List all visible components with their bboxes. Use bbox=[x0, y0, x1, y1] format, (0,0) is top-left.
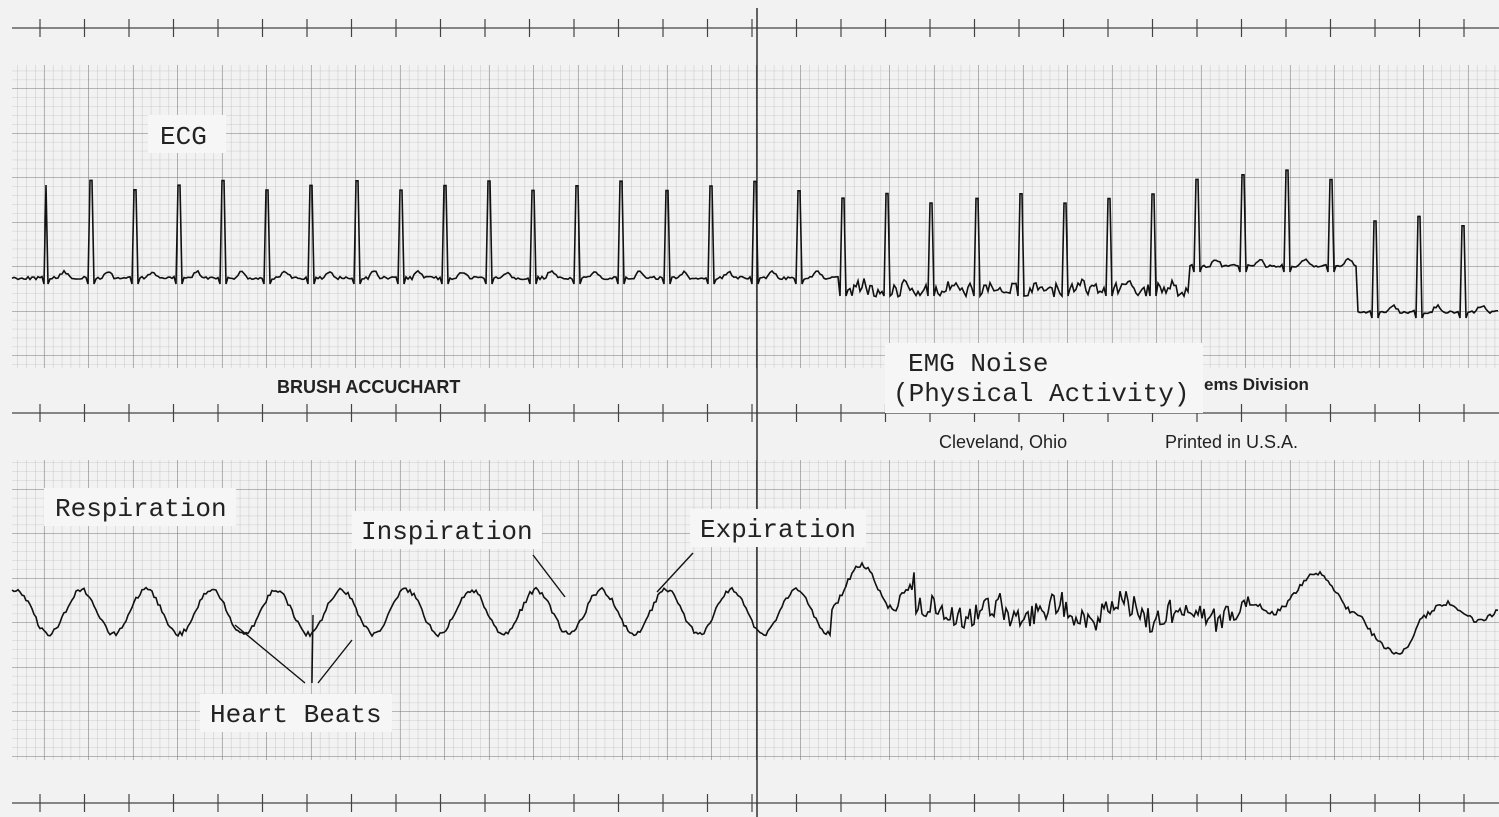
printed: Printed in U.S.A. bbox=[1165, 432, 1298, 452]
brand: BRUSH ACCUCHART bbox=[277, 377, 460, 397]
inspiration-label: Inspiration bbox=[361, 517, 533, 547]
label-box bbox=[148, 115, 226, 153]
ecg-trace bbox=[11, 169, 1498, 319]
label-box bbox=[690, 509, 866, 547]
label-box bbox=[44, 488, 236, 526]
city: Cleveland, Ohio bbox=[939, 432, 1067, 452]
upper-grid bbox=[12, 65, 1499, 368]
ecg-label: ECG bbox=[160, 122, 207, 152]
division: ems Division bbox=[1204, 375, 1309, 394]
emg-label: (Physical Activity) bbox=[893, 379, 1189, 409]
emg-label: EMG Noise bbox=[908, 349, 1048, 379]
label-box bbox=[200, 694, 392, 732]
rulers bbox=[12, 19, 1499, 812]
label-box bbox=[885, 343, 1203, 413]
heart-beats-label: Heart Beats bbox=[210, 700, 382, 730]
respiration-label: Respiration bbox=[55, 494, 227, 524]
respiration-trace bbox=[11, 561, 1499, 655]
pointers bbox=[234, 552, 694, 684]
label-box bbox=[352, 511, 542, 549]
expiration-label: Expiration bbox=[700, 515, 856, 545]
